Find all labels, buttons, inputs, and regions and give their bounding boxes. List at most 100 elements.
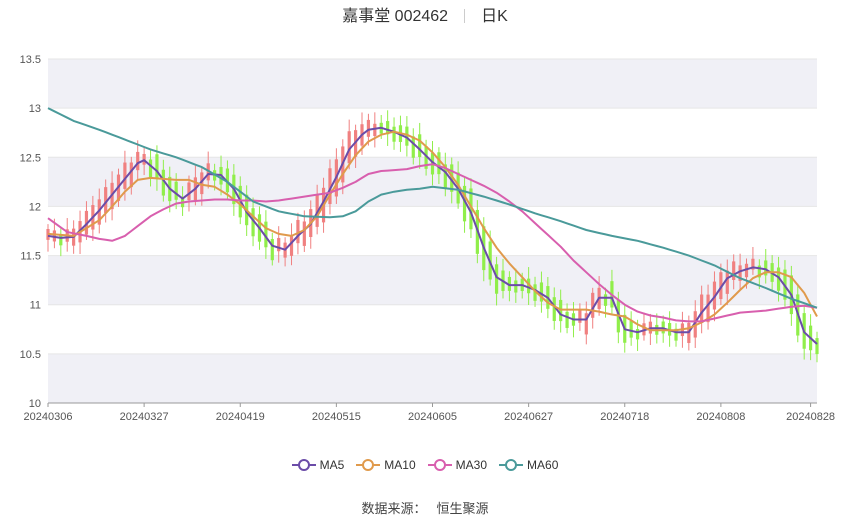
candle-body	[225, 168, 230, 193]
candle-body	[97, 199, 101, 225]
period-label: 日K	[481, 8, 508, 25]
candle-body	[450, 164, 454, 192]
candle-body	[405, 126, 409, 146]
x-axis: 20240306 20240327 20240419 20240515 20240605…	[24, 403, 835, 423]
legend-item-ma5[interactable]: MA5	[291, 458, 345, 472]
y-tick-label: 13.5	[20, 54, 41, 66]
candle-body	[443, 164, 447, 189]
title-separator	[464, 9, 466, 23]
candle-body	[104, 187, 108, 214]
legend-item-ma60[interactable]: MA60	[499, 458, 558, 472]
candle-body	[674, 328, 678, 341]
legend-swatch	[356, 458, 381, 472]
candle-body	[514, 280, 518, 293]
stock-name-code: 嘉事堂 002462	[342, 8, 449, 25]
candle-body	[629, 320, 633, 338]
candle-body	[725, 270, 729, 294]
candle-body	[386, 121, 390, 135]
candle-body	[635, 329, 640, 340]
ma30-line	[47, 163, 818, 323]
candles	[46, 110, 819, 363]
candle-body	[469, 188, 473, 230]
candle-body	[129, 162, 133, 188]
candle-body	[302, 221, 306, 246]
grid-band	[48, 353, 817, 403]
candle-body	[533, 284, 537, 301]
x-tick-label: 20240627	[504, 411, 553, 423]
candle-body	[264, 221, 268, 248]
y-tick-label: 10.5	[20, 349, 41, 361]
legend-swatch	[499, 458, 524, 472]
y-tick-label: 10	[29, 398, 41, 410]
source-value: 恒生聚源	[436, 501, 489, 516]
candle-body	[59, 234, 63, 246]
candle-body	[251, 208, 255, 237]
candle-body	[277, 237, 281, 252]
candle-body	[706, 294, 710, 323]
ma60-line	[47, 107, 818, 309]
candle-body	[578, 310, 582, 323]
candle-body	[738, 265, 742, 281]
legend: MA5 MA10 MA30 MA60	[0, 458, 850, 475]
candle-body	[418, 134, 422, 158]
candle-body	[776, 267, 781, 291]
candle-body	[603, 294, 608, 306]
y-tick-label: 12.5	[20, 152, 41, 164]
candle-body	[289, 235, 294, 256]
candle-body	[744, 263, 749, 278]
x-tick-label: 20240718	[600, 411, 649, 423]
grid-band	[48, 255, 817, 305]
grid-band	[48, 59, 817, 109]
legend-item-ma10[interactable]: MA10	[356, 458, 416, 472]
legend-swatch	[427, 458, 452, 472]
legend-label: MA30	[455, 458, 488, 472]
x-tick-label: 20240828	[786, 411, 835, 423]
y-tick-label: 11	[30, 300, 41, 312]
legend-label: MA10	[384, 458, 416, 472]
candle-body	[123, 162, 127, 189]
candle-body	[347, 131, 351, 164]
candle-body	[764, 260, 768, 276]
candle-body	[700, 294, 704, 323]
x-tick-label: 20240605	[408, 411, 457, 423]
x-tick-label: 20240419	[216, 411, 265, 423]
x-tick-label: 20240515	[312, 411, 361, 423]
candle-body	[270, 239, 274, 261]
candle-body	[187, 182, 191, 201]
candle-body	[328, 168, 332, 205]
candle-body	[136, 151, 140, 171]
legend-item-ma30[interactable]: MA30	[427, 458, 488, 472]
candle-body	[366, 119, 371, 137]
candle-body	[200, 172, 204, 195]
ma5-line	[47, 126, 818, 345]
candle-body	[494, 264, 499, 294]
legend-label: MA5	[319, 458, 345, 472]
grid-lines	[48, 58, 817, 404]
legend-swatch	[291, 458, 316, 472]
candle-body	[815, 338, 819, 355]
candle-body	[719, 272, 723, 300]
candle-body	[174, 181, 178, 200]
candle-body	[462, 185, 467, 222]
chart-title: 嘉事堂 002462 日K	[0, 6, 850, 28]
background-bands	[48, 59, 817, 403]
y-tick-label: 12	[29, 201, 41, 213]
x-tick-label: 20240306	[24, 411, 73, 423]
candle-body	[591, 292, 595, 318]
legend-label: MA60	[527, 458, 559, 472]
data-source: 数据来源： 恒生聚源	[0, 498, 850, 517]
candle-body	[552, 297, 556, 321]
y-tick-label: 13	[29, 103, 41, 115]
candle-body	[751, 258, 755, 270]
candle-body	[565, 311, 569, 328]
y-axis: 13.5 13 12.5 12 11.5 11 10.5 10	[20, 54, 41, 410]
x-tick-label: 20240808	[696, 411, 745, 423]
candle-body	[148, 159, 153, 179]
x-tick-label: 20240327	[120, 411, 169, 423]
candle-body	[527, 278, 531, 294]
candle-body	[373, 123, 377, 137]
y-tick-label: 11.5	[20, 251, 41, 263]
candle-body	[424, 146, 428, 169]
ma10-line	[47, 130, 818, 332]
